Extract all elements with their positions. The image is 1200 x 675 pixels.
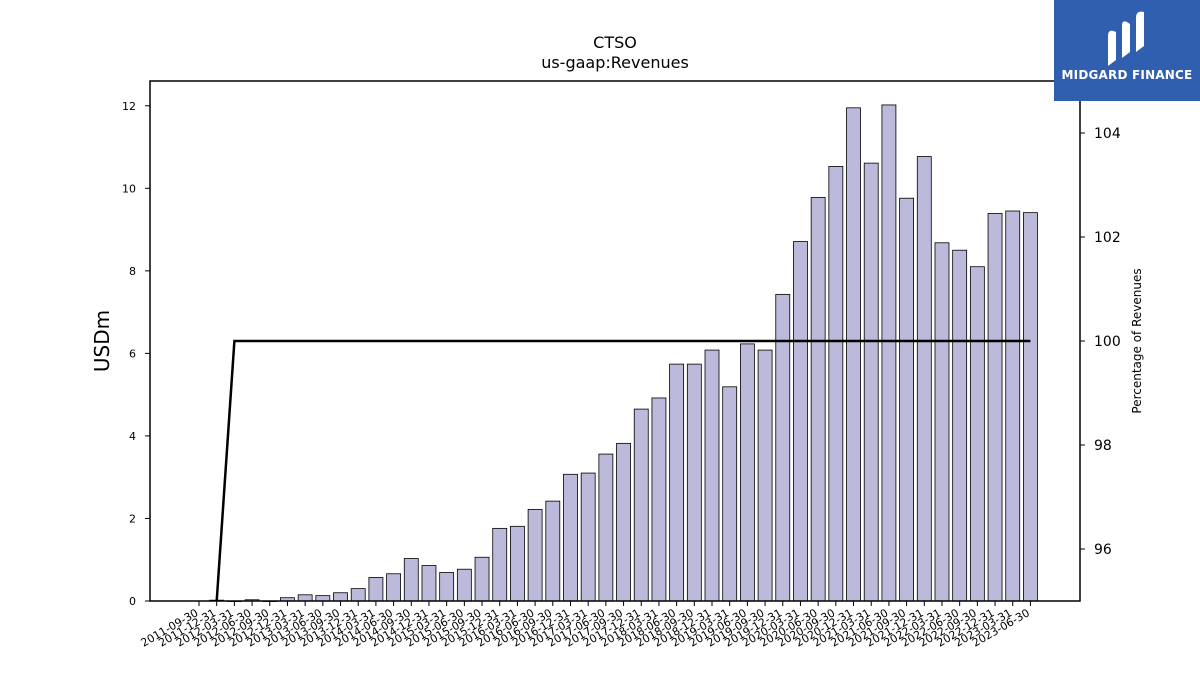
bar-2013-09-30 (333, 592, 348, 602)
percentage-line (215, 339, 1031, 602)
bar-2013-12-31 (350, 588, 366, 602)
bar-2013-06-30 (315, 595, 331, 602)
y2-axis-label: Percentage of Revenues (1130, 268, 1144, 413)
bar-2015-09-30 (474, 556, 490, 602)
bar-2021-12-31 (916, 156, 932, 602)
bar-2013-03-31 (297, 594, 313, 602)
bar-2023-06-30 (1023, 212, 1038, 602)
y-tick-label: 6 (129, 347, 136, 360)
y2-tick-label: 100 (1094, 334, 1121, 350)
bar-2023-03-31 (1005, 210, 1021, 602)
y-tick-label: 8 (129, 265, 136, 278)
bar-2016-03-31 (510, 525, 525, 602)
chart-subtitle: us-gaap:Revenues (541, 53, 689, 72)
bar-2015-12-31 (492, 527, 508, 602)
bar-series (209, 104, 1038, 602)
bar-2022-03-31 (934, 242, 950, 602)
bar-2021-06-30 (881, 104, 897, 602)
bar-2019-06-30 (739, 343, 755, 602)
bar-2020-03-31 (793, 241, 808, 602)
bar-2015-03-31 (439, 572, 455, 602)
y-tick-label: 0 (129, 595, 136, 608)
y-tick-label: 12 (122, 100, 136, 113)
bar-2019-09-30 (757, 349, 773, 602)
bar-2014-06-30 (386, 573, 401, 602)
bar-2021-03-31 (863, 162, 879, 602)
bar-2014-03-31 (368, 577, 384, 602)
y-tick-label: 2 (129, 512, 136, 525)
bar-2020-06-30 (810, 196, 826, 602)
bar-2020-09-30 (828, 166, 844, 602)
bar-2022-12-31 (987, 213, 1003, 602)
midgard-logo-icon (1108, 11, 1144, 67)
y2-tick-label: 98 (1094, 438, 1112, 454)
bar-2022-09-30 (969, 266, 985, 602)
bar-2022-06-30 (952, 249, 968, 602)
bar-2019-03-31 (722, 386, 738, 602)
y-tick-label: 4 (129, 430, 136, 443)
y2-tick-label: 104 (1094, 126, 1121, 142)
y-axis-label: USDm (90, 310, 114, 372)
bar-2017-06-30 (598, 453, 614, 602)
bar-2017-03-31 (580, 472, 596, 602)
bar-2017-12-31 (633, 408, 649, 602)
bar-2015-06-30 (456, 568, 472, 602)
bar-2018-06-30 (669, 363, 685, 602)
chart-title: CTSO (593, 33, 637, 52)
bar-2014-09-30 (403, 558, 419, 602)
y-tick-label: 10 (122, 182, 136, 195)
y2-tick-label: 96 (1094, 542, 1112, 558)
bar-2021-09-30 (899, 197, 914, 602)
brand-name: MIDGARD FINANCE (1061, 68, 1193, 82)
bar-2018-09-30 (686, 363, 702, 602)
axes: 02468101296981001021042011-09-302011-12-… (122, 100, 1121, 650)
bar-2016-12-31 (563, 473, 578, 602)
y2-tick-label: 102 (1094, 230, 1121, 246)
brand-logo: MIDGARD FINANCE (1054, 0, 1200, 101)
bar-2018-03-31 (651, 397, 667, 602)
bar-2017-09-30 (616, 442, 631, 602)
bar-2016-06-30 (527, 508, 543, 602)
bar-2016-09-30 (545, 500, 561, 602)
plot-frame (149, 80, 1081, 602)
bar-2014-12-31 (421, 565, 437, 602)
bar-2018-12-31 (704, 349, 720, 602)
bar-2020-12-31 (846, 107, 861, 602)
line-series (215, 339, 1031, 602)
